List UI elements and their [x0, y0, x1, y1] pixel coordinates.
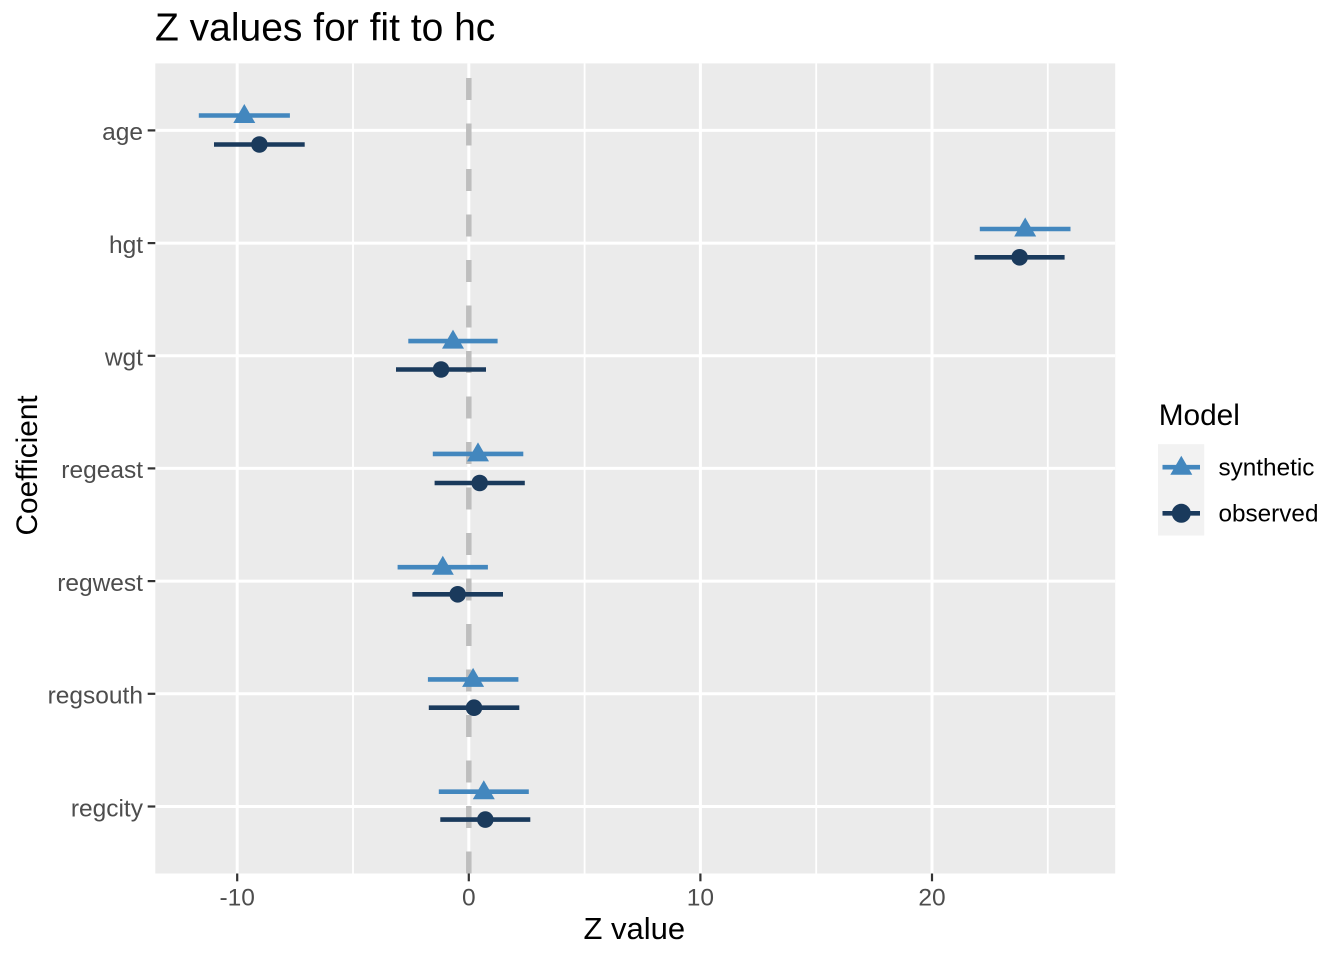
svg-text:20: 20 [918, 884, 945, 911]
svg-text:Z values for fit to hc: Z values for fit to hc [155, 7, 495, 50]
svg-text:synthetic: synthetic [1219, 454, 1315, 481]
svg-text:regwest: regwest [57, 570, 143, 597]
svg-text:hgt: hgt [109, 232, 143, 259]
svg-text:Coefficient: Coefficient [11, 395, 44, 536]
svg-text:0: 0 [462, 884, 476, 911]
svg-text:-10: -10 [219, 884, 254, 911]
svg-text:observed: observed [1219, 501, 1319, 528]
svg-text:wgt: wgt [104, 345, 143, 372]
svg-text:regeast: regeast [61, 457, 143, 484]
svg-text:regsouth: regsouth [48, 683, 143, 710]
svg-text:Z value: Z value [583, 911, 685, 946]
svg-text:10: 10 [687, 884, 714, 911]
svg-text:Model: Model [1159, 399, 1240, 432]
svg-text:regcity: regcity [71, 795, 144, 822]
svg-text:age: age [102, 119, 143, 146]
